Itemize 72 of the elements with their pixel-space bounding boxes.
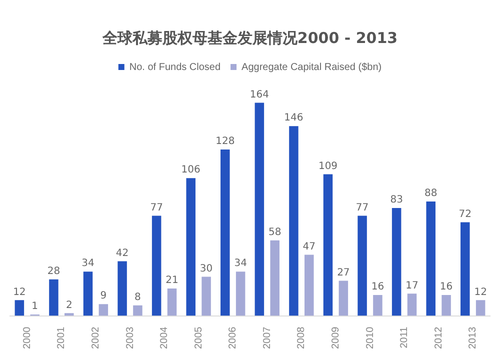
- data-label: 47: [302, 241, 316, 252]
- bar: [270, 240, 280, 316]
- bar: [152, 216, 162, 316]
- data-label: 28: [47, 266, 60, 277]
- x-tick-label: 2009: [330, 326, 342, 350]
- data-label: 42: [116, 248, 129, 259]
- bar: [442, 294, 451, 316]
- data-label: 30: [200, 263, 213, 274]
- data-label: 16: [371, 282, 384, 293]
- data-label: 58: [268, 227, 282, 238]
- data-label: 72: [458, 208, 472, 220]
- data-label: 12: [13, 286, 26, 298]
- bar: [118, 261, 127, 316]
- bar: [167, 288, 177, 316]
- bar: [476, 300, 486, 316]
- bar: [254, 102, 264, 316]
- data-label: 21: [166, 275, 178, 286]
- bar: [133, 305, 142, 316]
- data-label: 1: [32, 301, 38, 312]
- bar: [236, 272, 246, 316]
- data-label: 106: [181, 164, 200, 176]
- data-label: 27: [337, 267, 350, 278]
- data-label: 109: [318, 160, 338, 172]
- bar: [49, 279, 58, 316]
- x-tick-label: 2013: [468, 326, 479, 350]
- data-label: 128: [216, 136, 235, 148]
- chart-title: 全球私募股权母基金发展情况2000 - 2013: [101, 28, 398, 47]
- data-label: 88: [424, 188, 438, 200]
- data-label: 17: [406, 280, 418, 292]
- x-tick-label: 2006: [228, 326, 239, 350]
- x-tick-label: 2000: [22, 326, 33, 350]
- data-label: 77: [150, 202, 163, 214]
- x-tick-label: 2008: [296, 326, 308, 350]
- data-label: 16: [440, 282, 453, 293]
- data-label: 146: [284, 112, 304, 124]
- x-tick-label: 2003: [124, 326, 136, 350]
- bar: [426, 201, 436, 316]
- bar: [64, 313, 74, 316]
- x-tick-label: 2004: [159, 326, 170, 350]
- data-label: 12: [474, 286, 487, 298]
- bar: [358, 216, 367, 316]
- bar: [14, 300, 24, 316]
- bar: [220, 150, 230, 316]
- x-tick-label: 2005: [193, 326, 204, 350]
- legend-label: Aggregate Capital Raised ($bn): [242, 62, 382, 73]
- bar: [460, 222, 470, 316]
- data-label: 83: [390, 194, 403, 206]
- x-tick-label: 2012: [433, 326, 444, 350]
- bar: [186, 178, 196, 316]
- bar: [373, 294, 382, 316]
- bar: [407, 294, 417, 316]
- data-label: 8: [134, 292, 141, 303]
- bar: [98, 304, 108, 316]
- bar: [338, 280, 348, 316]
- x-tick-label: 2011: [399, 326, 410, 348]
- data-label: 9: [100, 290, 107, 302]
- x-tick-label: 2010: [364, 326, 376, 350]
- bar: [392, 208, 402, 316]
- legend-label: No. of Funds Closed: [129, 62, 221, 73]
- bar: [289, 126, 298, 316]
- data-label: 77: [356, 202, 369, 214]
- bar: [83, 272, 93, 316]
- x-tick-label: 2001: [56, 326, 68, 350]
- data-label: 34: [82, 258, 94, 270]
- x-tick-label: 2002: [90, 326, 102, 350]
- data-label: 2: [66, 300, 72, 311]
- bar: [304, 254, 314, 316]
- data-label: 164: [250, 89, 269, 100]
- x-tick-label: 2007: [262, 326, 273, 350]
- data-label: 34: [234, 258, 247, 270]
- bar: [202, 276, 211, 316]
- bar: [323, 174, 333, 316]
